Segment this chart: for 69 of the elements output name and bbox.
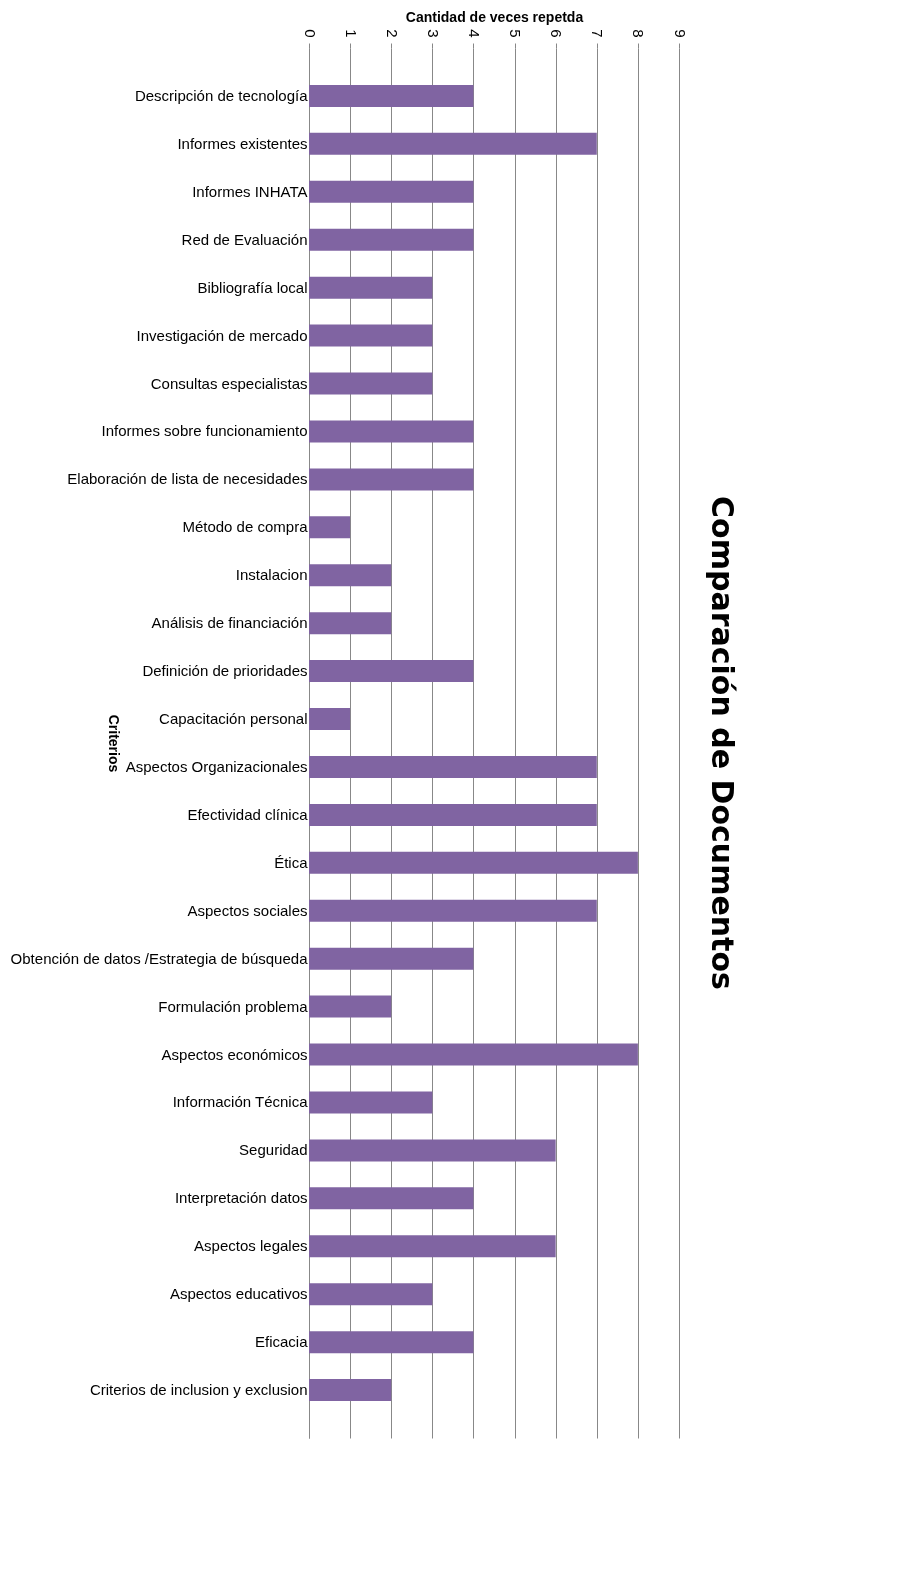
- y-tick-label: Definición de prioridades: [142, 662, 308, 680]
- y-tick-label: Aspectos económicos: [161, 1045, 308, 1063]
- bar: [309, 1091, 433, 1114]
- bar: [309, 995, 392, 1018]
- bar: [309, 803, 597, 826]
- x-tick-label: 1: [342, 29, 360, 38]
- x-tick-label: 8: [630, 29, 648, 38]
- y-tick-label: Método de compra: [182, 518, 309, 536]
- bar: [309, 516, 351, 539]
- x-tick-label: 3: [424, 29, 442, 38]
- x-tick-label: 0: [301, 29, 319, 38]
- bar: [309, 132, 597, 155]
- bar: [309, 564, 392, 587]
- bar: [309, 324, 433, 347]
- y-tick-label: Aspectos Organizacionales: [125, 757, 308, 775]
- bar: [309, 276, 433, 299]
- y-tick-label: Información Técnica: [172, 1093, 309, 1111]
- y-tick-label: Capacitación personal: [159, 710, 308, 728]
- bar: [309, 1187, 474, 1210]
- x-tick-label: 7: [589, 29, 607, 38]
- y-tick-label: Aspectos educativos: [169, 1285, 308, 1303]
- y-tick-label: Análisis de financiación: [151, 614, 308, 632]
- y-tick-label: Consultas especialistas: [150, 374, 308, 392]
- y-tick-label: Descripción de tecnología: [134, 86, 309, 104]
- y-tick-label: Instalacion: [235, 566, 308, 584]
- x-axis-title: Cantidad de veces repetda: [405, 9, 584, 26]
- y-tick-label: Informes sobre funcionamiento: [101, 422, 308, 440]
- bar: [309, 420, 474, 443]
- bar: [309, 84, 474, 107]
- bar: [309, 851, 638, 874]
- bar: [309, 1235, 556, 1258]
- bar: [309, 1043, 638, 1066]
- bar: [309, 1331, 474, 1354]
- y-tick-label: Bibliografía local: [197, 278, 308, 296]
- y-tick-label: Ética: [274, 853, 309, 871]
- y-tick-label: Informes INHATA: [192, 182, 308, 200]
- x-tick-label: 5: [507, 29, 525, 38]
- y-tick-label: Efectividad clínica: [187, 805, 309, 823]
- bar: [309, 468, 474, 491]
- bar: [309, 899, 597, 922]
- bar: [309, 1139, 556, 1162]
- bar: [309, 180, 474, 203]
- bar: [309, 372, 433, 395]
- bar: [309, 228, 474, 251]
- y-tick-label: Informes existentes: [177, 134, 308, 152]
- y-tick-label: Interpretación datos: [174, 1189, 308, 1207]
- y-tick-label: Seguridad: [239, 1141, 308, 1159]
- bar: [309, 947, 474, 970]
- y-tick-label: Investigación de mercado: [136, 326, 308, 344]
- bar: [309, 660, 474, 683]
- x-tick-label: 2: [383, 29, 401, 38]
- y-tick-label: Eficacia: [254, 1333, 309, 1351]
- bar: [309, 708, 351, 731]
- y-tick-label: Aspectos sociales: [187, 901, 308, 919]
- x-tick-label: 4: [465, 29, 483, 38]
- y-tick-label: Criterios de inclusion y exclusion: [89, 1381, 308, 1399]
- y-tick-label: Red de Evaluación: [181, 230, 308, 248]
- y-tick-label: Aspectos legales: [194, 1237, 308, 1255]
- y-tick-label: Obtención de datos /Estrategia de búsqueda: [10, 949, 309, 967]
- bar: [309, 612, 392, 635]
- x-tick-label: 6: [548, 29, 566, 38]
- y-tick-label: Elaboración de lista de necesidades: [67, 470, 308, 488]
- y-tick-label: Formulación problema: [158, 997, 309, 1015]
- bar: [309, 755, 597, 778]
- x-tick-label: 9: [671, 29, 689, 38]
- text: Comparación de Documentos: [705, 496, 740, 990]
- bar: [309, 1379, 392, 1402]
- y-axis-title: Criterios: [105, 714, 122, 773]
- bar: [309, 1283, 433, 1306]
